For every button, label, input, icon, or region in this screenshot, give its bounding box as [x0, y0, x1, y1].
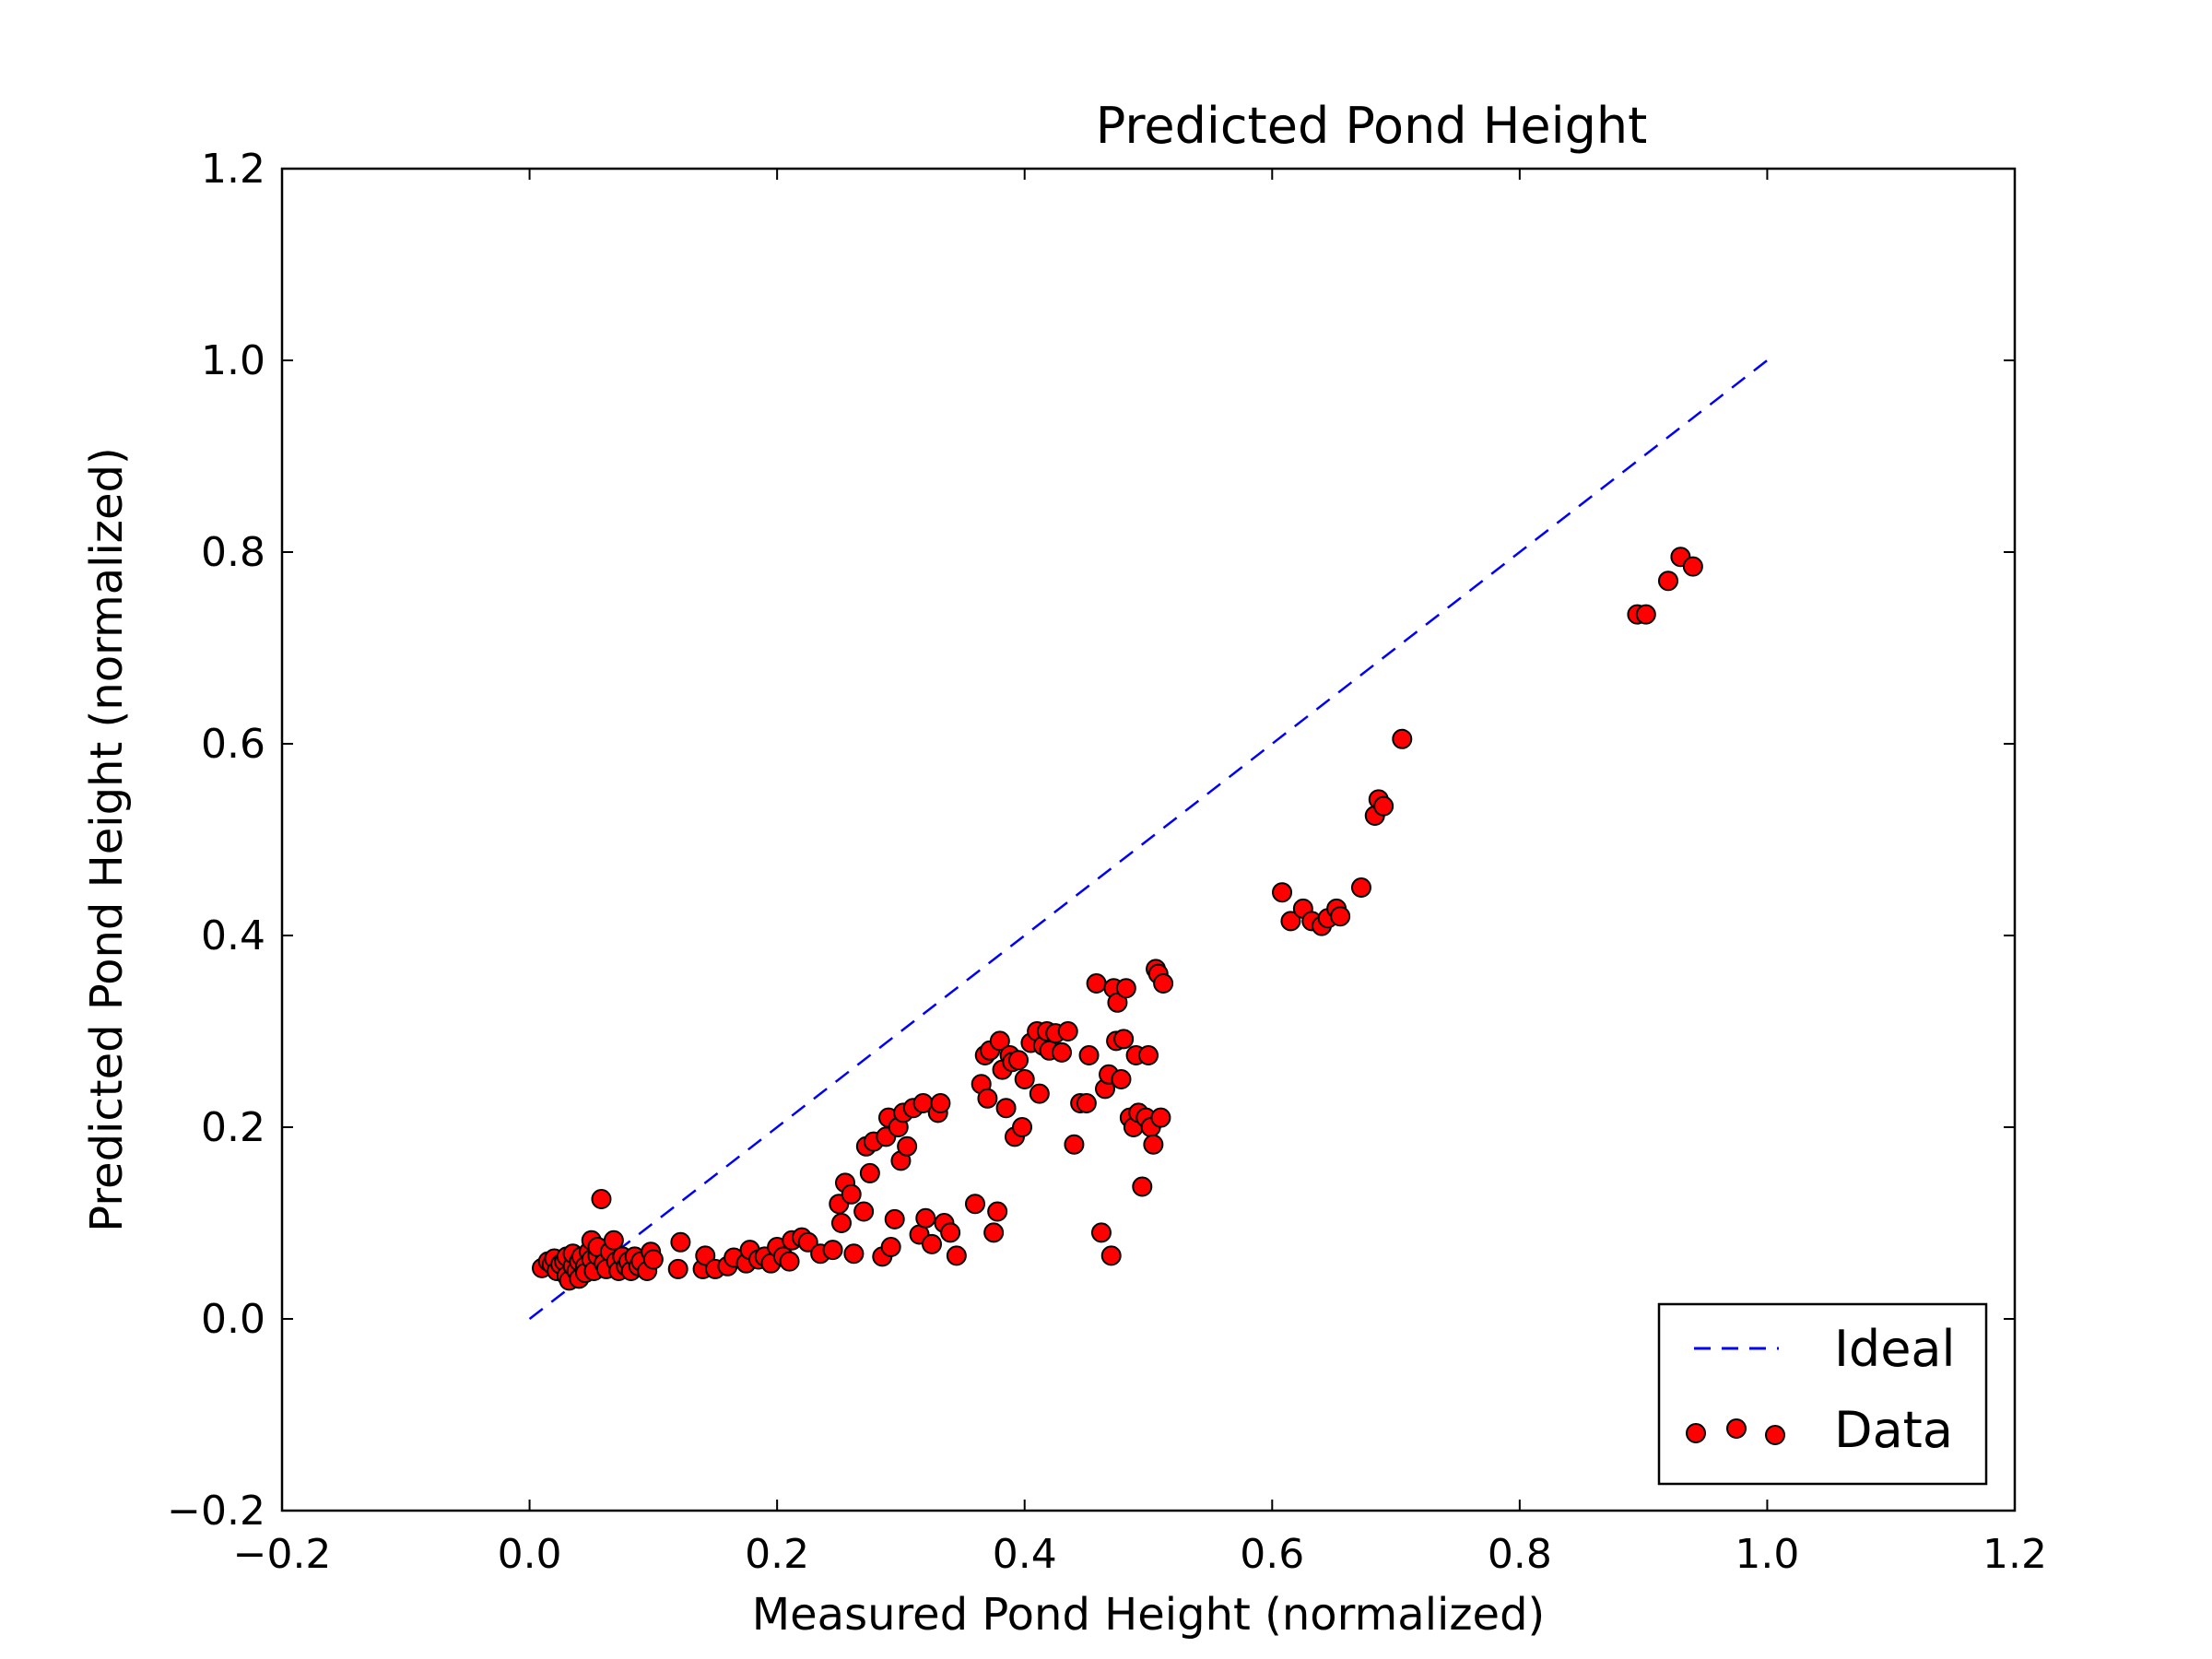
data-point: [995, 1098, 1017, 1119]
x-tick-label: 1.2: [1983, 1531, 2047, 1578]
data-point: [977, 1088, 998, 1109]
data-point: [1086, 973, 1107, 994]
data-point: [853, 1201, 875, 1222]
data-point: [940, 1222, 961, 1243]
data-point: [1113, 1029, 1135, 1050]
data-point: [841, 1183, 862, 1205]
y-tick-label: 0.4: [201, 912, 265, 959]
data-point: [1008, 1050, 1029, 1071]
x-tick-label: −0.2: [233, 1531, 332, 1578]
y-axis-ticks: −0.2 0.0 0.2 0.4 0.6 0.8 1.0 1.2: [167, 146, 2015, 1535]
ideal-line-layer: [528, 359, 1769, 1320]
data-point: [1392, 728, 1413, 749]
data-point: [1658, 571, 1678, 592]
data-point: [965, 1194, 985, 1215]
data-point: [1350, 877, 1371, 898]
data-point: [922, 1233, 942, 1254]
data-point: [642, 1249, 664, 1270]
data-point: [1330, 906, 1351, 927]
data-point: [1090, 1222, 1112, 1243]
axes-frame: [280, 167, 2017, 1512]
data-point: [695, 1245, 716, 1266]
data-point: [1635, 604, 1656, 625]
data-point: [983, 1222, 1005, 1243]
data-point: [1115, 978, 1136, 999]
data-point: [987, 1201, 1008, 1222]
y-axis-label: Predicted Pond Height (normalized): [81, 447, 133, 1231]
data-point: [843, 1243, 865, 1265]
x-tick-label: 0.8: [1488, 1531, 1552, 1578]
data-point: [1078, 1045, 1100, 1065]
x-tick-label: 0.2: [745, 1531, 809, 1578]
data-point: [859, 1162, 880, 1183]
y-tick-label: 0.8: [201, 529, 265, 576]
data-point: [603, 1230, 624, 1251]
data-point: [830, 1213, 852, 1233]
data-point: [667, 1258, 688, 1279]
data-point: [1014, 1069, 1035, 1089]
y-tick-label: 0.2: [201, 1104, 265, 1151]
data-point: [797, 1231, 818, 1253]
x-tick-label: 1.0: [1735, 1531, 1799, 1578]
data-point: [1143, 1134, 1164, 1155]
data-point: [946, 1245, 967, 1266]
data-point: [884, 1208, 905, 1230]
data-point: [1057, 1021, 1078, 1041]
legend: Ideal Data: [1657, 1302, 1988, 1486]
legend-data-marker: [1765, 1425, 1785, 1445]
ideal-line: [528, 359, 1769, 1320]
data-point: [1132, 1176, 1153, 1197]
data-point: [880, 1237, 901, 1257]
y-tick-label: 1.2: [201, 146, 265, 193]
legend-ideal-label: Ideal: [1834, 1320, 1956, 1378]
data-point: [930, 1093, 951, 1113]
data-point: [822, 1240, 843, 1261]
data-point: [1052, 1041, 1072, 1063]
data-point: [779, 1251, 800, 1272]
y-tick-label: −0.2: [167, 1488, 265, 1535]
data-point: [897, 1135, 918, 1157]
data-point: [1012, 1117, 1033, 1137]
data-point: [915, 1207, 936, 1229]
legend-data-marker: [1686, 1423, 1706, 1443]
x-tick-label: 0.0: [498, 1531, 562, 1578]
data-point: [1076, 1093, 1097, 1113]
data-point: [1064, 1134, 1085, 1155]
y-tick-label: 0.0: [201, 1296, 265, 1343]
legend-box: [1657, 1302, 1988, 1486]
x-axis-ticks: −0.2 0.0 0.2 0.4 0.6 0.8 1.0 1.2: [233, 169, 2047, 1578]
data-point: [1153, 973, 1174, 994]
data-points-layer: [532, 547, 1703, 1291]
legend-data-marker: [1726, 1418, 1747, 1439]
data-point: [1150, 1107, 1171, 1128]
data-point: [1373, 795, 1394, 817]
plot-area: [528, 359, 1769, 1320]
data-point: [591, 1189, 612, 1209]
data-point: [1682, 556, 1703, 577]
data-point: [670, 1231, 691, 1253]
x-tick-label: 0.4: [993, 1531, 1057, 1578]
data-point: [1272, 882, 1293, 903]
data-point: [1029, 1083, 1050, 1104]
y-tick-label: 1.0: [201, 337, 265, 384]
data-point: [1280, 911, 1301, 932]
data-point: [1100, 1245, 1122, 1266]
y-tick-label: 0.6: [201, 721, 265, 768]
data-point: [1111, 1069, 1132, 1089]
data-point: [989, 1030, 1010, 1052]
x-tick-label: 0.6: [1240, 1531, 1304, 1578]
chart-title: Predicted Pond Height: [1096, 97, 1648, 155]
data-point: [1138, 1045, 1159, 1065]
x-axis-label: Measured Pond Height (normalized): [752, 1589, 1546, 1641]
legend-data-label: Data: [1834, 1401, 1953, 1459]
